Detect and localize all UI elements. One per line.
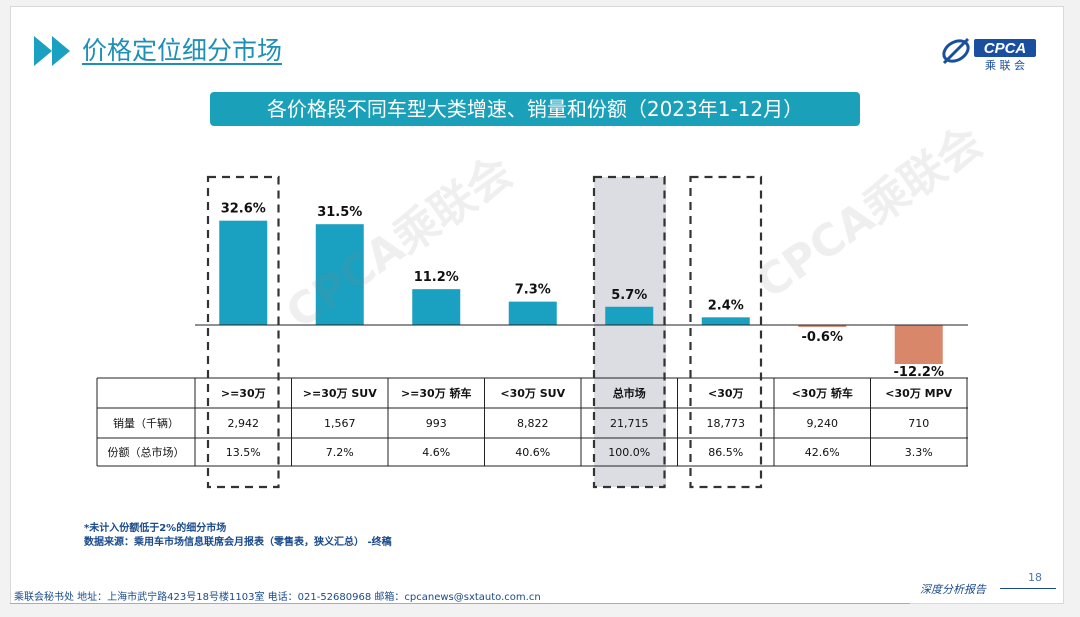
table-cell: 710 <box>908 417 929 430</box>
table-header: <30万 轿车 <box>792 386 853 400</box>
highlight-box <box>206 175 280 489</box>
data-label: -0.6% <box>802 330 843 345</box>
table-cell: 40.6% <box>515 446 550 459</box>
table-cell: 1,567 <box>324 417 356 430</box>
data-label: 5.7% <box>611 288 647 303</box>
table-cell: 13.5% <box>226 446 261 459</box>
bar <box>701 317 750 325</box>
svg-text:CPCA: CPCA <box>984 40 1027 57</box>
data-label: 7.3% <box>515 283 551 298</box>
watermark-text: CPCA乘联会 <box>747 116 992 309</box>
page-number: 18 <box>1028 571 1042 584</box>
market-shade <box>594 177 666 487</box>
chart-title-banner: 各价格段不同车型大类增速、销量和份额（2023年1-12月） <box>210 92 860 126</box>
bar <box>894 325 943 365</box>
footnotes: *未计入份额低于2%的细分市场 数据来源：乘用车市场信息联席会月报表（零售表，狭… <box>84 522 392 550</box>
bar <box>219 220 268 325</box>
table-header: 总市场 <box>613 386 646 400</box>
footer-address: 乘联会秘书处 地址：上海市武宁路423号18号楼1103室 电话：021-526… <box>14 592 541 603</box>
table-cell: 8,822 <box>517 417 549 430</box>
footer-divider <box>10 603 910 604</box>
report-divider <box>1000 588 1056 589</box>
cpca-logo: CPCA 乘 联 会 <box>942 37 1036 72</box>
highlight-box <box>592 175 666 489</box>
table-header: <30万 SUV <box>500 387 565 400</box>
report-label: 深度分析报告 <box>920 583 986 596</box>
table-row-label: 份额（总市场） <box>108 445 185 459</box>
data-label: 2.4% <box>708 298 744 313</box>
table-cell: 2,942 <box>228 417 260 430</box>
table-cell: 9,240 <box>807 417 839 430</box>
table-row-label: 销量（千辆） <box>113 416 179 430</box>
table-header: >=30万 轿车 <box>401 386 472 400</box>
table-cell: 4.6% <box>422 446 450 459</box>
table-cell: 3.3% <box>905 446 933 459</box>
highlight-box <box>689 175 763 489</box>
footnote-share: *未计入份额低于2%的细分市场 <box>84 523 227 534</box>
footnote-source: 数据来源：乘用车市场信息联席会月报表（零售表，狭义汇总） -终稿 <box>84 537 392 548</box>
data-label: -12.2% <box>894 365 945 380</box>
chevron-icon <box>34 36 52 66</box>
page-title: 价格定位细分市场 <box>82 36 283 65</box>
table-cell: 21,715 <box>610 417 649 430</box>
data-label: 31.5% <box>317 205 362 220</box>
watermark-text: CPCA乘联会 <box>277 146 522 339</box>
table-cell: 18,773 <box>707 417 746 430</box>
bar <box>798 325 847 327</box>
table-cell: 7.2% <box>326 446 354 459</box>
table-cell: 86.5% <box>708 446 743 459</box>
table-header: <30万 MPV <box>885 387 952 400</box>
table-cell: 100.0% <box>608 446 650 459</box>
data-label: 32.6% <box>221 202 266 217</box>
data-label: 11.2% <box>414 270 459 285</box>
bar <box>315 224 364 325</box>
chevron-icon <box>52 36 70 66</box>
table-header: >=30万 SUV <box>303 387 377 400</box>
svg-text:乘 联 会: 乘 联 会 <box>985 59 1025 72</box>
table-header: >=30万 <box>221 387 266 400</box>
bar <box>605 306 654 325</box>
table-cell: 42.6% <box>805 446 840 459</box>
table-cell: 993 <box>426 417 447 430</box>
table-header: <30万 <box>708 387 744 400</box>
bar <box>412 289 461 325</box>
bar <box>508 301 557 325</box>
